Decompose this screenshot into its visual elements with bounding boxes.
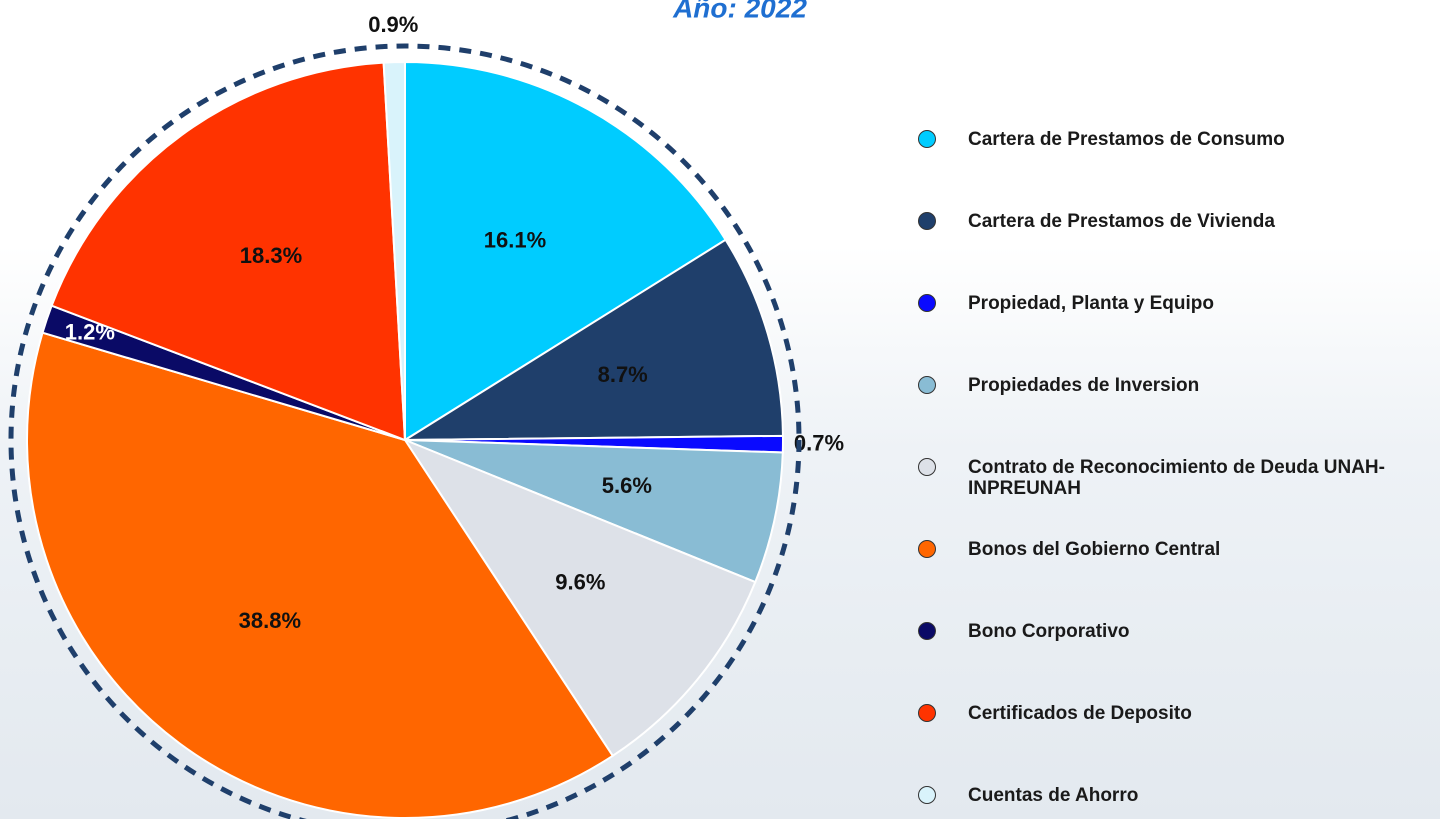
legend-label: Bonos del Gobierno Central	[968, 539, 1398, 560]
value-label: 18.3%	[240, 243, 302, 268]
legend-item: Cartera de Prestamos de Vivienda	[918, 211, 1398, 232]
legend-marker	[918, 376, 936, 394]
legend-item: Propiedades de Inversion	[918, 375, 1398, 396]
legend-item: Cuentas de Ahorro	[918, 785, 1398, 806]
legend-label: Bono Corporativo	[968, 621, 1398, 642]
legend-item: Propiedad, Planta y Equipo	[918, 293, 1398, 314]
legend-label: Certificados de Deposito	[968, 703, 1398, 724]
legend-item: Bonos del Gobierno Central	[918, 539, 1398, 560]
legend-item: Bono Corporativo	[918, 621, 1398, 642]
legend-marker	[918, 704, 936, 722]
chart: Año: 2022 16.1%8.7%0.7%5.6%9.6%38.8%1.2%…	[0, 0, 1440, 819]
chart-title: Año: 2022	[672, 0, 807, 23]
value-label: 8.7%	[598, 362, 648, 387]
value-label: 38.8%	[239, 608, 301, 633]
legend-label: Propiedades de Inversion	[968, 375, 1398, 396]
page: Año: 2022 16.1%8.7%0.7%5.6%9.6%38.8%1.2%…	[0, 0, 1440, 819]
value-label: 9.6%	[555, 570, 605, 595]
legend-marker	[918, 130, 936, 148]
legend-label: Cuentas de Ahorro	[968, 785, 1398, 806]
legend-marker	[918, 294, 936, 312]
legend-item: Certificados de Deposito	[918, 703, 1398, 724]
legend-label: Propiedad, Planta y Equipo	[968, 293, 1398, 314]
legend-item: Contrato de Reconocimiento de Deuda UNAH…	[918, 457, 1398, 499]
legend-marker	[918, 540, 936, 558]
legend-marker	[918, 212, 936, 230]
legend-marker	[918, 458, 936, 476]
value-label: 16.1%	[484, 227, 546, 252]
legend-label: Contrato de Reconocimiento de Deuda UNAH…	[968, 457, 1398, 499]
legend-item: Cartera de Prestamos de Consumo	[918, 129, 1398, 150]
legend-label: Cartera de Prestamos de Consumo	[968, 129, 1398, 150]
value-label: 5.6%	[602, 473, 652, 498]
value-label: 0.9%	[368, 12, 418, 37]
legend-label: Cartera de Prestamos de Vivienda	[968, 211, 1398, 232]
legend-marker	[918, 786, 936, 804]
legend-marker	[918, 622, 936, 640]
